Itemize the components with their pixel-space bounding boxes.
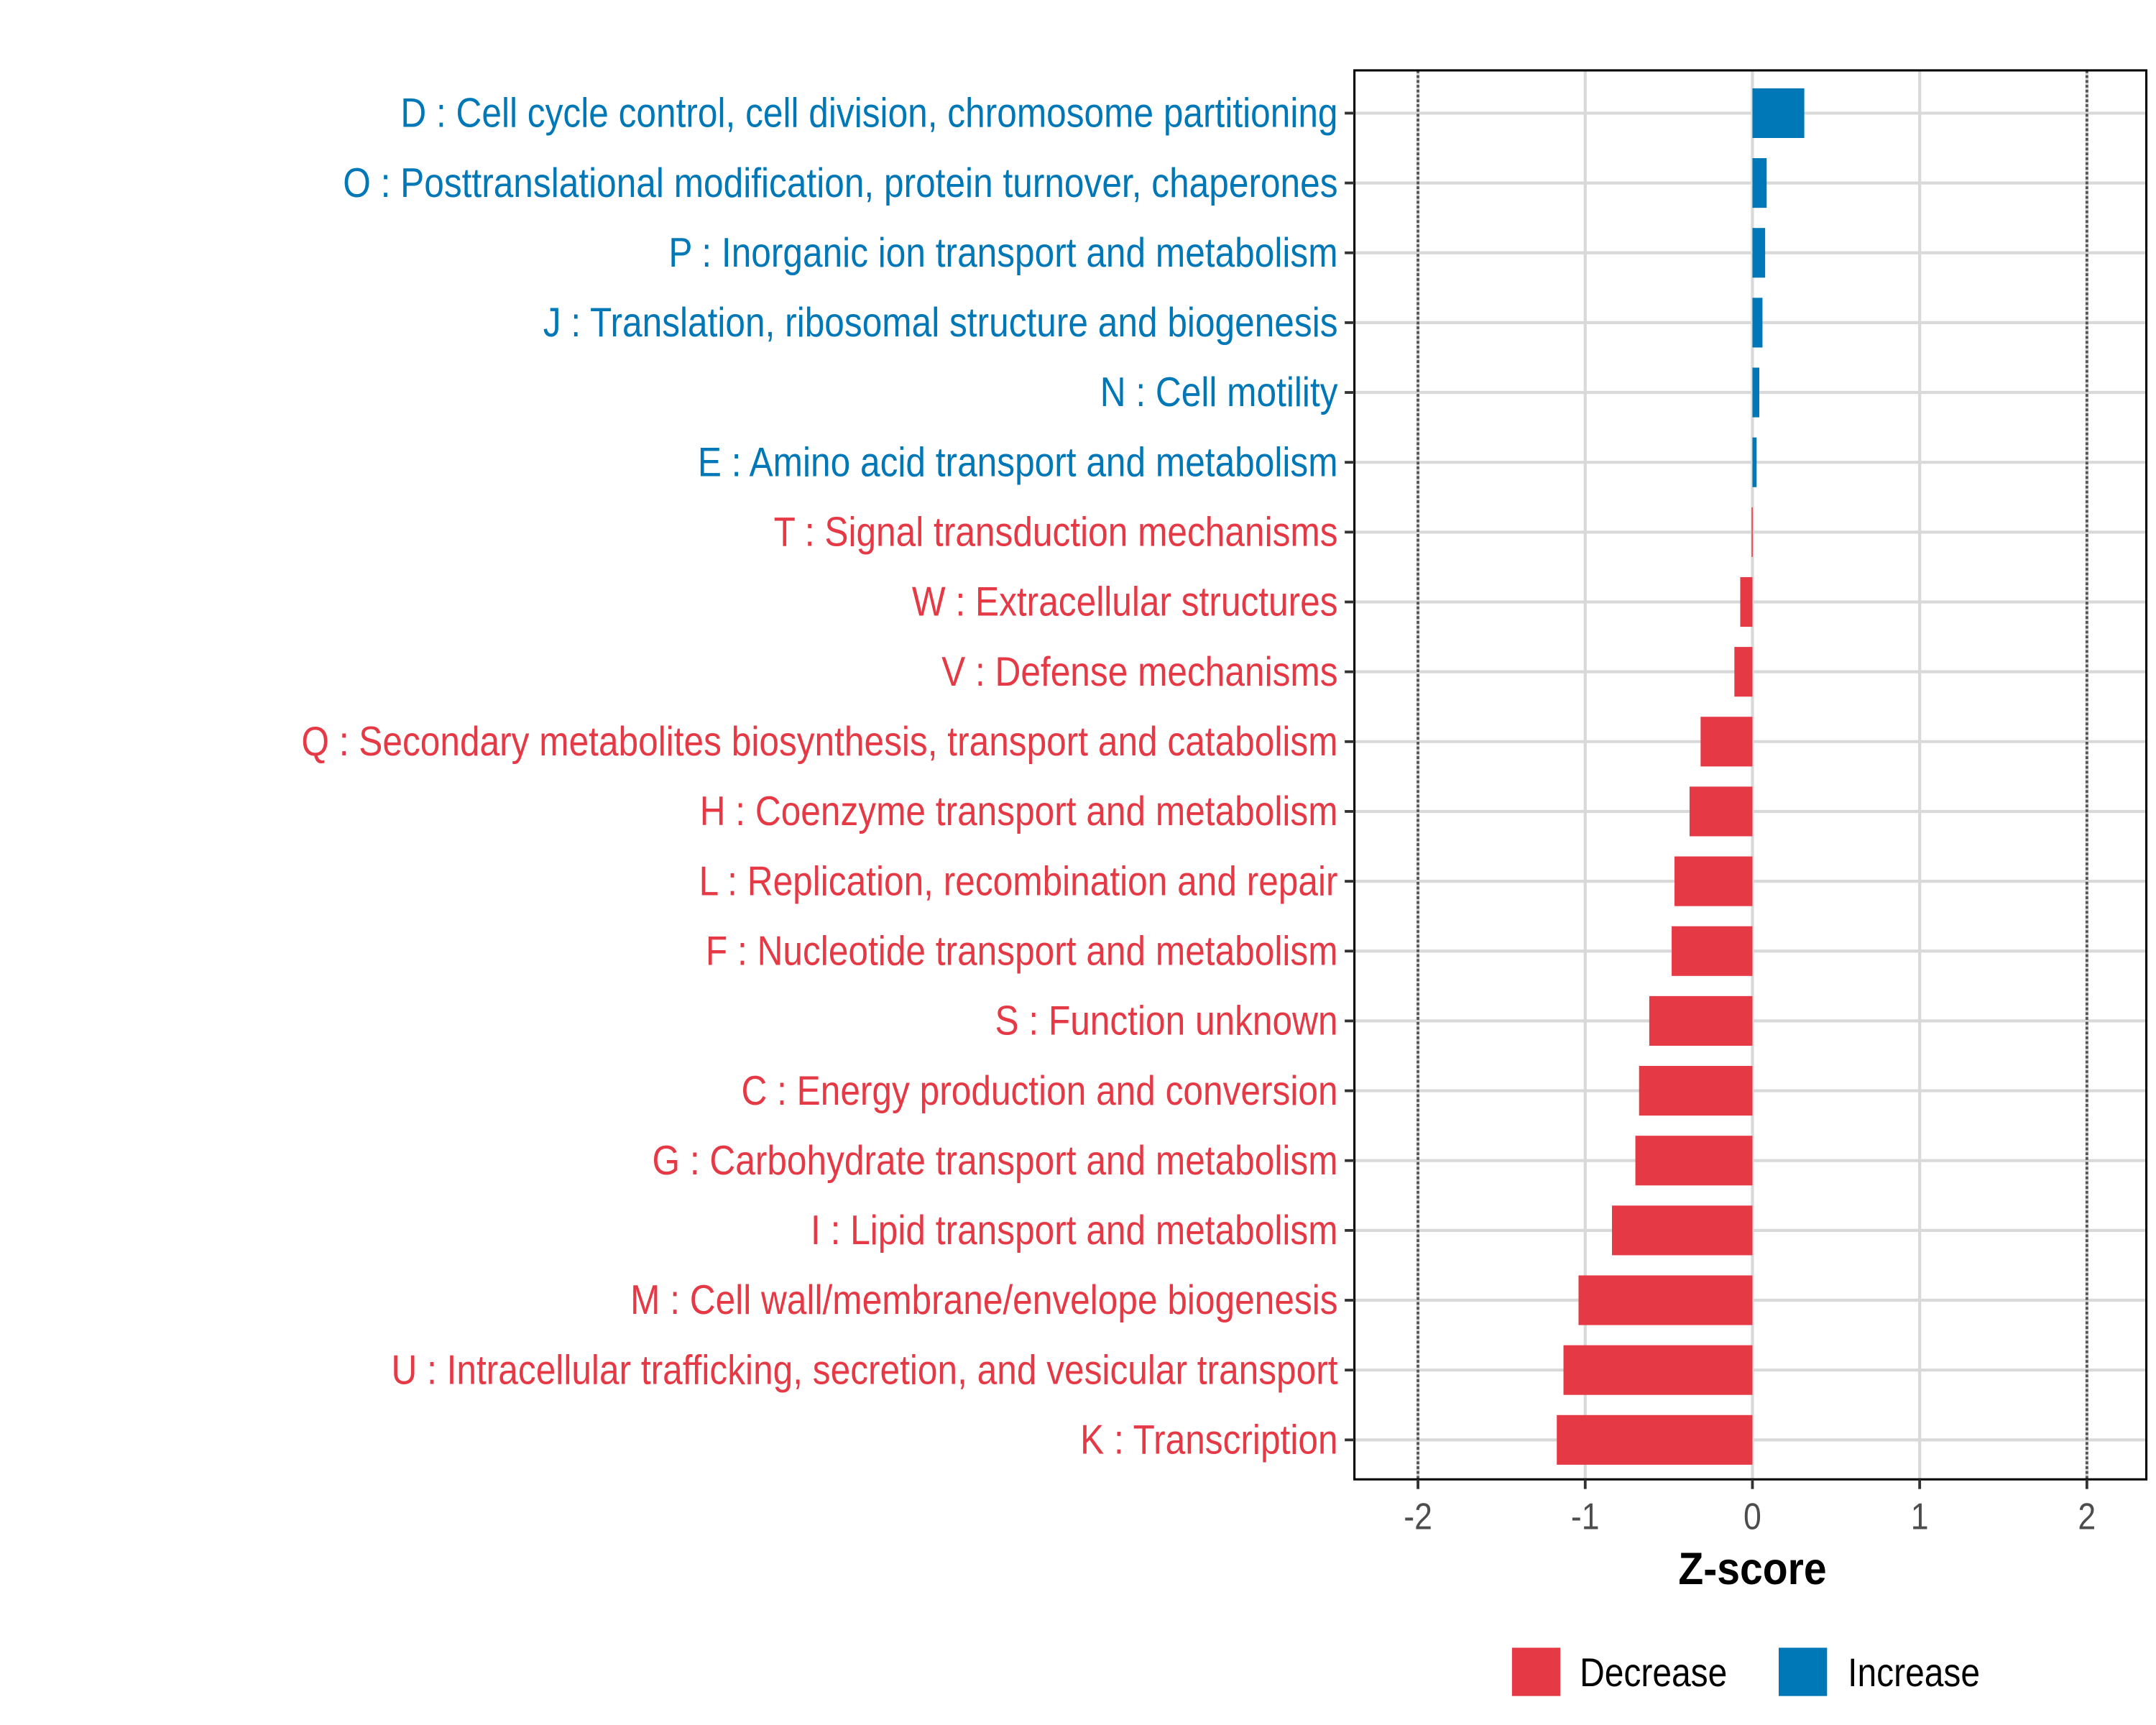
category-label: N : Cell motility [1100,369,1338,415]
category-label: P : Inorganic ion transport and metaboli… [668,230,1337,276]
category-label: U : Intracellular trafficking, secretion… [391,1347,1337,1393]
category-label: W : Extracellular structures [912,579,1338,625]
y-axis-labels: D : Cell cycle control, cell division, c… [301,90,1337,1463]
bar [1689,786,1753,837]
category-label: H : Coenzyme transport and metabolism [700,788,1338,834]
bar [1734,647,1753,697]
x-tick-label: 1 [1911,1496,1929,1537]
category-label: G : Carbohydrate transport and metabolis… [652,1137,1337,1183]
legend-label-decrease: Decrease [1580,1651,1727,1696]
bar [1751,507,1753,557]
category-label: E : Amino acid transport and metabolism [698,439,1338,485]
x-tick-label: -2 [1404,1496,1432,1537]
panel-border [1353,69,2148,1481]
bars [1557,88,1805,1465]
bar [1752,367,1760,418]
legend-label-increase: Increase [1848,1651,1980,1696]
bar [1752,437,1757,487]
category-label: D : Cell cycle control, cell division, c… [400,90,1337,136]
x-tick-label: 0 [1743,1496,1761,1537]
x-tick-label: 2 [2078,1496,2096,1537]
category-label: O : Posttranslational modification, prot… [343,160,1337,206]
category-label: L : Replication, recombination and repai… [699,858,1338,904]
category-label: S : Function unknown [995,998,1337,1044]
category-label: I : Lipid transport and metabolism [811,1208,1337,1254]
category-label: C : Energy production and conversion [741,1067,1337,1113]
bar [1752,158,1767,208]
category-label: J : Translation, ribosomal structure and… [543,300,1338,346]
bar [1557,1414,1753,1465]
bar [1752,88,1805,138]
bar [1578,1275,1753,1325]
category-label: T : Signal transduction mechanisms [774,509,1338,555]
reference-lines [1416,70,2088,1480]
bar [1700,717,1753,767]
x-axis-title: Z-score [1678,1542,1826,1593]
legend-swatch-decrease [1511,1647,1561,1696]
category-label: V : Defense mechanisms [941,648,1337,694]
category-label: K : Transcription [1080,1417,1337,1463]
bar [1612,1205,1753,1256]
bar [1752,228,1766,278]
bar [1649,995,1753,1046]
legend-swatch-increase [1779,1647,1828,1696]
bar [1635,1136,1753,1186]
legend: Decrease Increase [1511,1647,1980,1696]
category-label: M : Cell wall/membrane/envelope biogenes… [630,1277,1337,1323]
bar [1674,856,1753,906]
bar [1740,576,1753,627]
bar [1672,926,1753,976]
category-label: F : Nucleotide transport and metabolism [706,928,1338,974]
x-axis-labels: -2 -1 0 1 2 [1404,1496,2096,1537]
bar [1752,298,1763,348]
x-tick-label: -1 [1571,1496,1600,1537]
category-label: Q : Secondary metabolites biosynthesis, … [301,719,1337,765]
bar [1639,1066,1753,1116]
y-axis-ticks [1345,111,1355,1442]
x-axis-ticks [1416,1479,2088,1489]
bar [1563,1345,1753,1395]
